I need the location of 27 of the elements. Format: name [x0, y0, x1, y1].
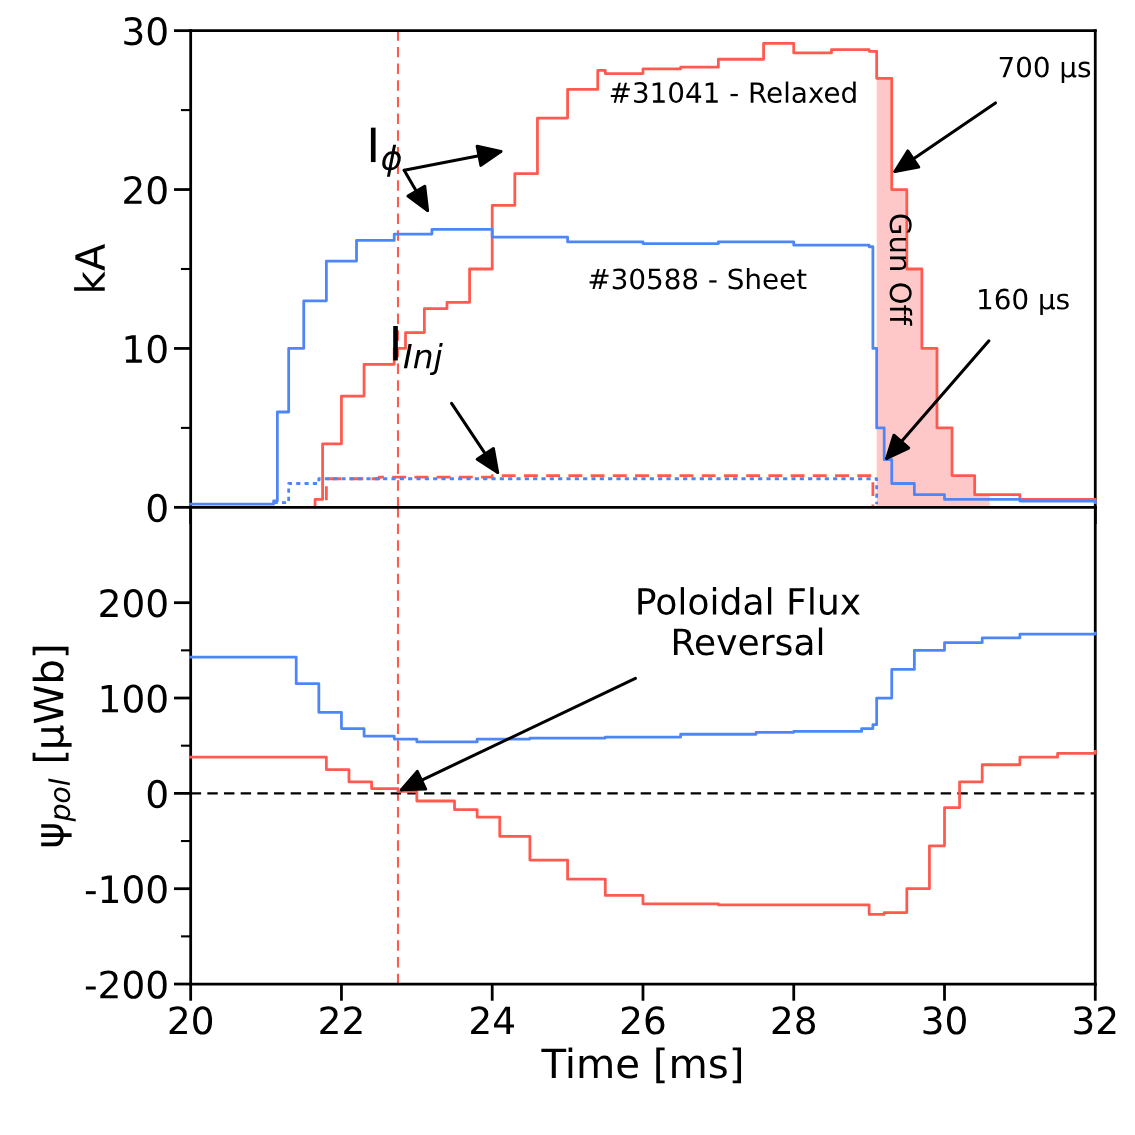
y-tick-label: 0 [147, 779, 167, 809]
x-tick-label: 26 [621, 1006, 665, 1035]
x-tick-label: 20 [169, 1006, 213, 1035]
y-tick-label: 100 [101, 684, 167, 713]
x-tick-label: 32 [1074, 1006, 1116, 1035]
x-tick-label: 22 [320, 1006, 362, 1035]
y-tick-label: 30 [124, 17, 167, 46]
y-tick-label: 0 [147, 493, 167, 523]
y-tick-label: 10 [125, 334, 167, 364]
annotation: 160 µs [979, 288, 1069, 315]
y-axis-title: ψ$_{pol}$ [µWb] [32, 646, 76, 847]
y-tick-label: 200 [100, 589, 167, 618]
x-axis-title: Time [ms] [541, 1047, 742, 1084]
annotation: #31041 - Relaxed [610, 81, 856, 104]
y-tick-label: -100 [85, 875, 167, 904]
y-axis-title: kA [74, 243, 105, 291]
x-tick-label: 30 [923, 1006, 966, 1035]
x-tick-label: 28 [772, 1006, 816, 1035]
x-tick-label: 24 [471, 1006, 514, 1035]
annotation: Gun Off [889, 214, 913, 326]
annotation: #30588 - Sheet [589, 267, 807, 290]
annotation: 700 µs [999, 56, 1091, 83]
y-tick-label: -200 [85, 970, 167, 999]
annotation: Poloidal Flux Reversal [638, 587, 860, 656]
annotation: I$_{Inj}$ [393, 326, 443, 376]
y-tick-label: 20 [124, 175, 167, 205]
annotation: I$_{ϕ}$ [370, 127, 401, 177]
